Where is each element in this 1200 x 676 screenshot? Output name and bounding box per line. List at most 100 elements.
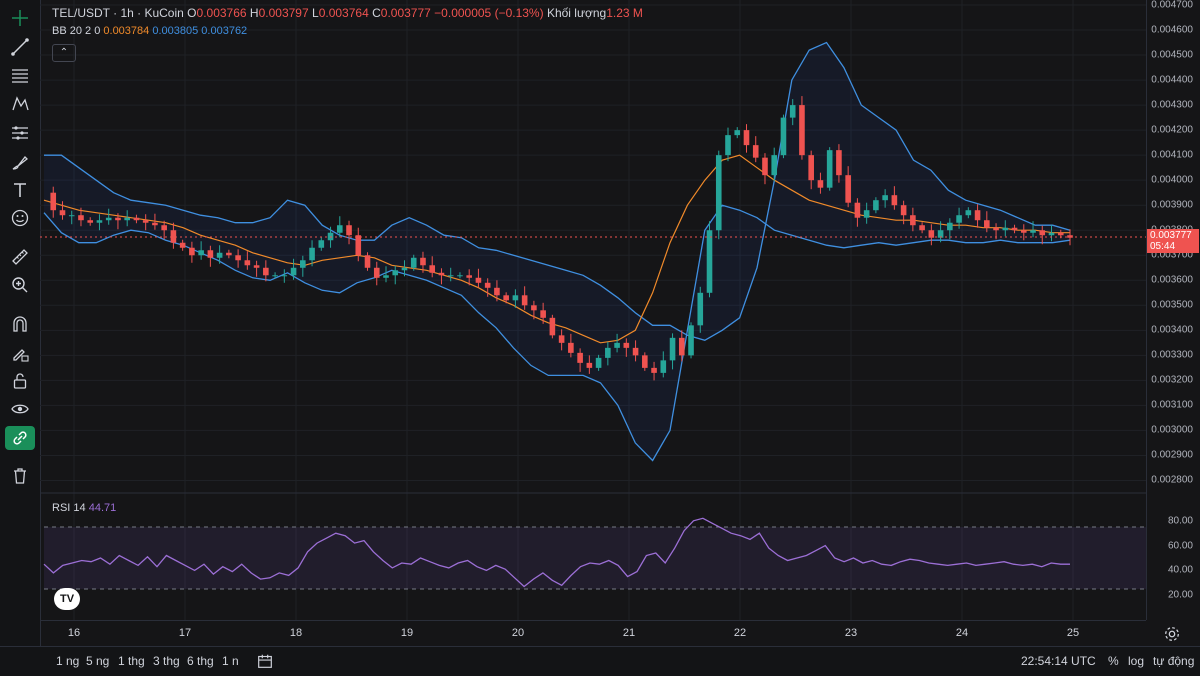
price-tick: 0.003600 — [1151, 274, 1193, 286]
candle-body — [161, 225, 167, 231]
candle-body — [512, 295, 519, 301]
candle-body — [457, 275, 463, 277]
range-1d-button[interactable]: 1 ng — [56, 654, 80, 668]
candle-body — [309, 247, 315, 261]
candle-body — [179, 242, 186, 248]
close-value: 0.003777 — [380, 6, 431, 20]
lock-drawing-tool[interactable] — [5, 341, 35, 365]
brush-icon — [12, 156, 28, 170]
candle-body — [531, 305, 537, 311]
tradingview-logo[interactable]: TV — [54, 588, 80, 610]
price-tick: 0.004500 — [1151, 49, 1193, 61]
candle-body — [272, 275, 278, 277]
magnet-tool[interactable] — [5, 312, 35, 336]
visibility-tool[interactable] — [5, 397, 35, 421]
utc-clock[interactable]: 22:54:14 UTC — [1021, 654, 1096, 668]
candle-body — [799, 105, 805, 156]
bottom-toolbar: 1 ng 5 ng 1 thg 3 thg 6 thg 1 n 22:54:14… — [0, 646, 1200, 676]
last-price-value: 0.003777 — [1150, 230, 1192, 241]
range-1y-button[interactable]: 1 n — [222, 654, 239, 668]
symbol-title[interactable]: TEL/USDT · 1h · KuCoin — [52, 6, 184, 20]
zoom-in-tool[interactable] — [5, 273, 35, 297]
rsi-label: RSI 14 — [52, 502, 86, 514]
text-tool[interactable] — [5, 178, 35, 202]
price-tick: 0.003500 — [1151, 299, 1193, 311]
time-tick: 16 — [67, 627, 81, 639]
projection-tool[interactable] — [5, 121, 35, 145]
candle-body — [401, 267, 408, 271]
settings-icon[interactable] — [1163, 625, 1181, 643]
collapse-legend-button[interactable]: ⌃ — [52, 44, 76, 62]
open-label: O — [187, 6, 197, 20]
price-tick: 0.004000 — [1151, 174, 1193, 186]
candle-body — [854, 202, 861, 218]
range-1m-button[interactable]: 1 thg — [118, 654, 145, 668]
delete-tool[interactable] — [5, 464, 35, 488]
candle-body — [734, 130, 741, 136]
candle-body — [965, 210, 972, 216]
candle-body — [115, 217, 121, 221]
candle-body — [226, 252, 232, 256]
ruler-tool[interactable] — [5, 245, 35, 269]
price-tick: 0.002800 — [1151, 474, 1193, 486]
candle-body — [59, 210, 66, 216]
candle-body — [1067, 235, 1073, 238]
projection-icon — [12, 126, 28, 140]
calendar-range-icon[interactable] — [256, 652, 274, 670]
log-scale-button[interactable]: log — [1128, 654, 1145, 668]
emoji-tool[interactable] — [5, 206, 35, 230]
candle-body — [974, 210, 981, 221]
symbol-legend[interactable]: TEL/USDT · 1h · KuCoin O0.003766 H 0.0037… — [52, 6, 643, 20]
candles — [50, 96, 1073, 381]
link-tool[interactable] — [5, 426, 35, 450]
pattern-tool[interactable] — [5, 92, 35, 116]
candle-body — [383, 275, 389, 278]
open-value: 0.003766 — [196, 6, 247, 20]
price-tick: 0.003400 — [1151, 324, 1193, 336]
chart-canvas[interactable] — [40, 0, 1146, 620]
grid-lines — [40, 0, 1146, 620]
fib-tool[interactable] — [5, 64, 35, 88]
bb-upper-value: 0.003805 — [152, 25, 199, 37]
crosshair-tool[interactable] — [5, 6, 35, 30]
low-value: 0.003764 — [318, 6, 369, 20]
pattern-icon — [12, 96, 29, 111]
time-axis[interactable]: 16 17 18 19 20 21 22 23 24 25 — [40, 620, 1146, 647]
volume-value: 1.23 M — [606, 6, 643, 20]
price-tick: 0.004100 — [1151, 149, 1193, 161]
candle-body — [586, 362, 593, 368]
range-6m-button[interactable]: 6 thg — [187, 654, 214, 668]
candle-body — [752, 145, 759, 158]
candle-body — [438, 272, 445, 276]
bb-basis-line — [43, 154, 1070, 344]
candle-body — [558, 335, 565, 343]
candle-body — [364, 255, 371, 268]
percent-scale-button[interactable]: % — [1108, 654, 1119, 668]
candle-body — [466, 275, 472, 278]
brush-tool[interactable] — [5, 150, 35, 174]
trend-line-tool[interactable] — [5, 35, 35, 59]
candle-body — [817, 180, 824, 188]
candle-body — [688, 325, 694, 356]
time-tick: 17 — [178, 627, 192, 639]
range-5d-button[interactable]: 5 ng — [86, 654, 110, 668]
zoom-in-icon — [12, 277, 28, 293]
bb-legend[interactable]: BB 20 2 0 0.003784 0.003805 0.003762 — [52, 25, 247, 37]
candle-body — [105, 217, 112, 221]
candle-body — [725, 135, 731, 156]
range-3m-button[interactable]: 3 thg — [153, 654, 180, 668]
emoji-icon — [11, 209, 29, 227]
high-label: H — [249, 6, 259, 20]
candle-body — [216, 252, 223, 258]
candle-body — [484, 282, 491, 288]
time-tick: 25 — [1066, 627, 1080, 639]
candle-body — [660, 360, 667, 373]
price-axis[interactable]: 0.004700 0.004600 0.004500 0.004400 0.004300… — [1146, 0, 1200, 620]
bb-lower-line — [43, 204, 1071, 462]
lock-tool[interactable] — [5, 369, 35, 393]
magnet-icon — [13, 316, 27, 332]
rsi-legend[interactable]: RSI 14 44.71 — [52, 502, 116, 514]
lock-drawing-icon — [13, 349, 29, 362]
auto-scale-button[interactable]: tự động — [1153, 654, 1195, 668]
trash-icon — [14, 468, 26, 484]
